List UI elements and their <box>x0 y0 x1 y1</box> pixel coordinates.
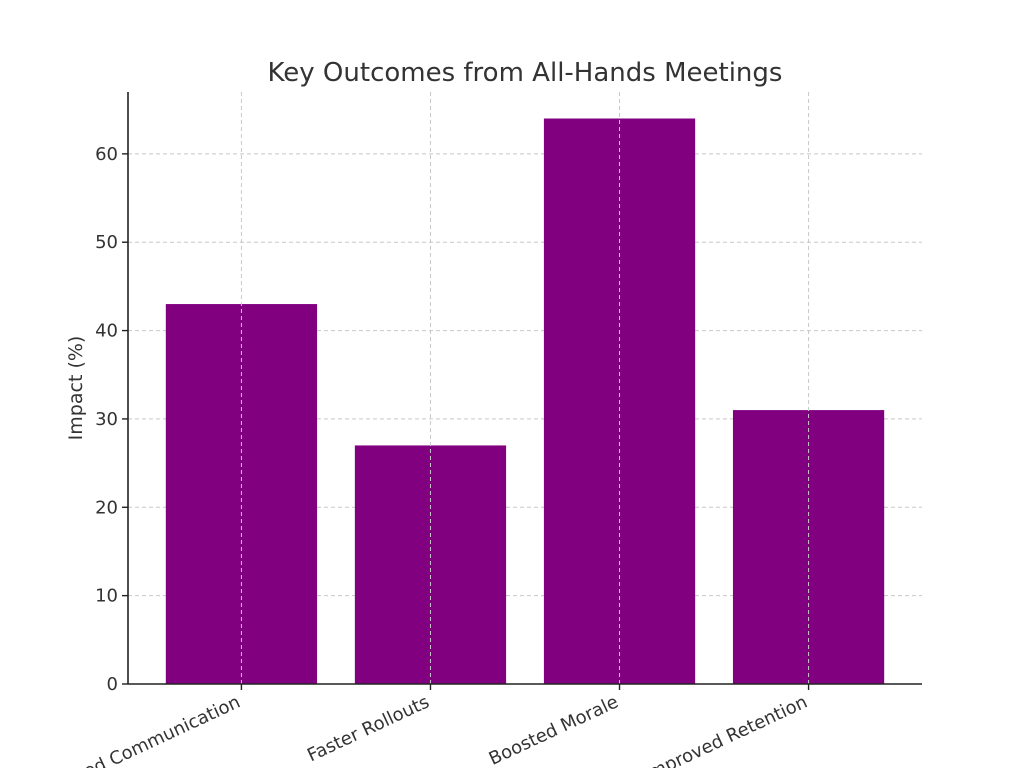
y-axis-label: Impact (%) <box>65 336 87 441</box>
y-tick-label: 60 <box>95 144 118 165</box>
y-tick-label: 20 <box>95 497 118 518</box>
vertical-grid-layer <box>240 92 810 684</box>
bar-layer <box>165 118 885 685</box>
x-tick-layer: Improved Communication Faster Rollouts Boo… <box>23 684 811 772</box>
x-tick-label: Improved Retention <box>641 691 811 768</box>
y-tick-layer: 0 10 20 30 40 50 60 <box>95 144 128 695</box>
x-tick-label: Boosted Morale <box>486 691 622 768</box>
y-tick-label: 30 <box>95 409 118 430</box>
y-tick-label: 40 <box>95 321 118 342</box>
x-tick-label: Faster Rollouts <box>304 691 432 766</box>
axis-layer <box>127 92 922 685</box>
chart-title: Key Outcomes from All-Hands Meetings <box>268 58 783 88</box>
y-tick-label: 50 <box>95 232 118 253</box>
y-tick-label: 0 <box>107 674 118 695</box>
x-tick-label: Improved Communication <box>23 691 243 768</box>
y-tick-label: 10 <box>95 586 118 607</box>
